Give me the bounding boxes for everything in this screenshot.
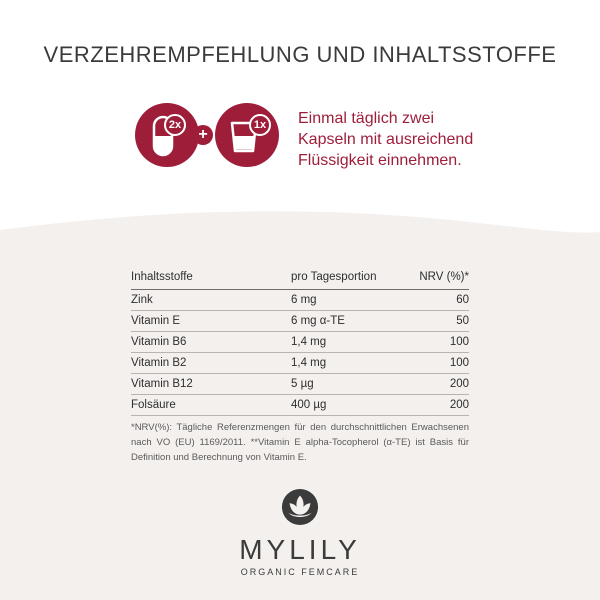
table-cell: 200 <box>401 373 469 395</box>
table-header-row: Inhaltsstoffe pro Tagesportion NRV (%)* <box>131 268 469 290</box>
instruction-line: Einmal täglich zwei <box>298 110 435 127</box>
column-header: NRV (%)* <box>401 268 469 290</box>
table-cell: Vitamin B6 <box>131 331 291 353</box>
instruction-line: Flüssigkeit einnehmen. <box>298 152 462 169</box>
lotus-logo-icon <box>281 488 319 526</box>
table-cell: 50 <box>401 310 469 332</box>
table-cell: Folsäure <box>131 394 291 416</box>
capsule-icon <box>152 115 174 157</box>
table-cell: 1,4 mg <box>291 331 401 353</box>
table-row: Vitamin B6 1,4 mg 100 <box>131 331 469 353</box>
column-header: pro Tagesportion <box>291 268 401 290</box>
table-cell: Vitamin E <box>131 310 291 332</box>
table-cell: 5 µg <box>291 373 401 395</box>
table-row: Zink 6 mg 60 <box>131 289 469 311</box>
capsule-count-badge: 2x <box>164 114 186 136</box>
table-cell: 400 µg <box>291 394 401 416</box>
table-cell: 1,4 mg <box>291 352 401 374</box>
table-row: Vitamin B2 1,4 mg 100 <box>131 352 469 374</box>
table-row: Vitamin E 6 mg α-TE 50 <box>131 310 469 332</box>
glass-count-badge: 1x <box>249 114 271 136</box>
brand-name: MYLILY <box>239 534 361 565</box>
table-cell: Vitamin B2 <box>131 352 291 374</box>
column-header: Inhaltsstoffe <box>131 268 291 290</box>
capsule-circle <box>135 103 199 167</box>
table-cell: 6 mg <box>291 289 401 311</box>
glass-circle <box>215 103 279 167</box>
table-cell: Vitamin B12 <box>131 373 291 395</box>
table-row: Folsäure 400 µg 200 <box>131 394 469 416</box>
ingredients-table: Inhaltsstoffe pro Tagesportion NRV (%)* … <box>131 268 469 416</box>
brand-tagline: ORGANIC FEMCARE <box>240 567 360 577</box>
table-cell: Zink <box>131 289 291 311</box>
top-section <box>0 0 600 240</box>
plus-icon: + <box>193 125 213 145</box>
table-row: Vitamin B12 5 µg 200 <box>131 373 469 395</box>
table-cell: 6 mg α-TE <box>291 310 401 332</box>
page-title: VERZEHREMPFEHLUNG UND INHALTSSTOFFE <box>43 42 557 67</box>
table-cell: 100 <box>401 352 469 374</box>
instruction-line: Kapseln mit ausreichend <box>298 131 474 148</box>
table-cell: 60 <box>401 289 469 311</box>
glass-icon <box>230 121 258 153</box>
table-cell: 200 <box>401 394 469 416</box>
dosage-instruction: Einmal täglich zwei Kapseln mit ausreich… <box>298 108 558 171</box>
wave-divider <box>0 211 600 260</box>
footnote: *NRV(%): Tägliche Referenzmengen für den… <box>131 422 469 463</box>
table-cell: 100 <box>401 331 469 353</box>
